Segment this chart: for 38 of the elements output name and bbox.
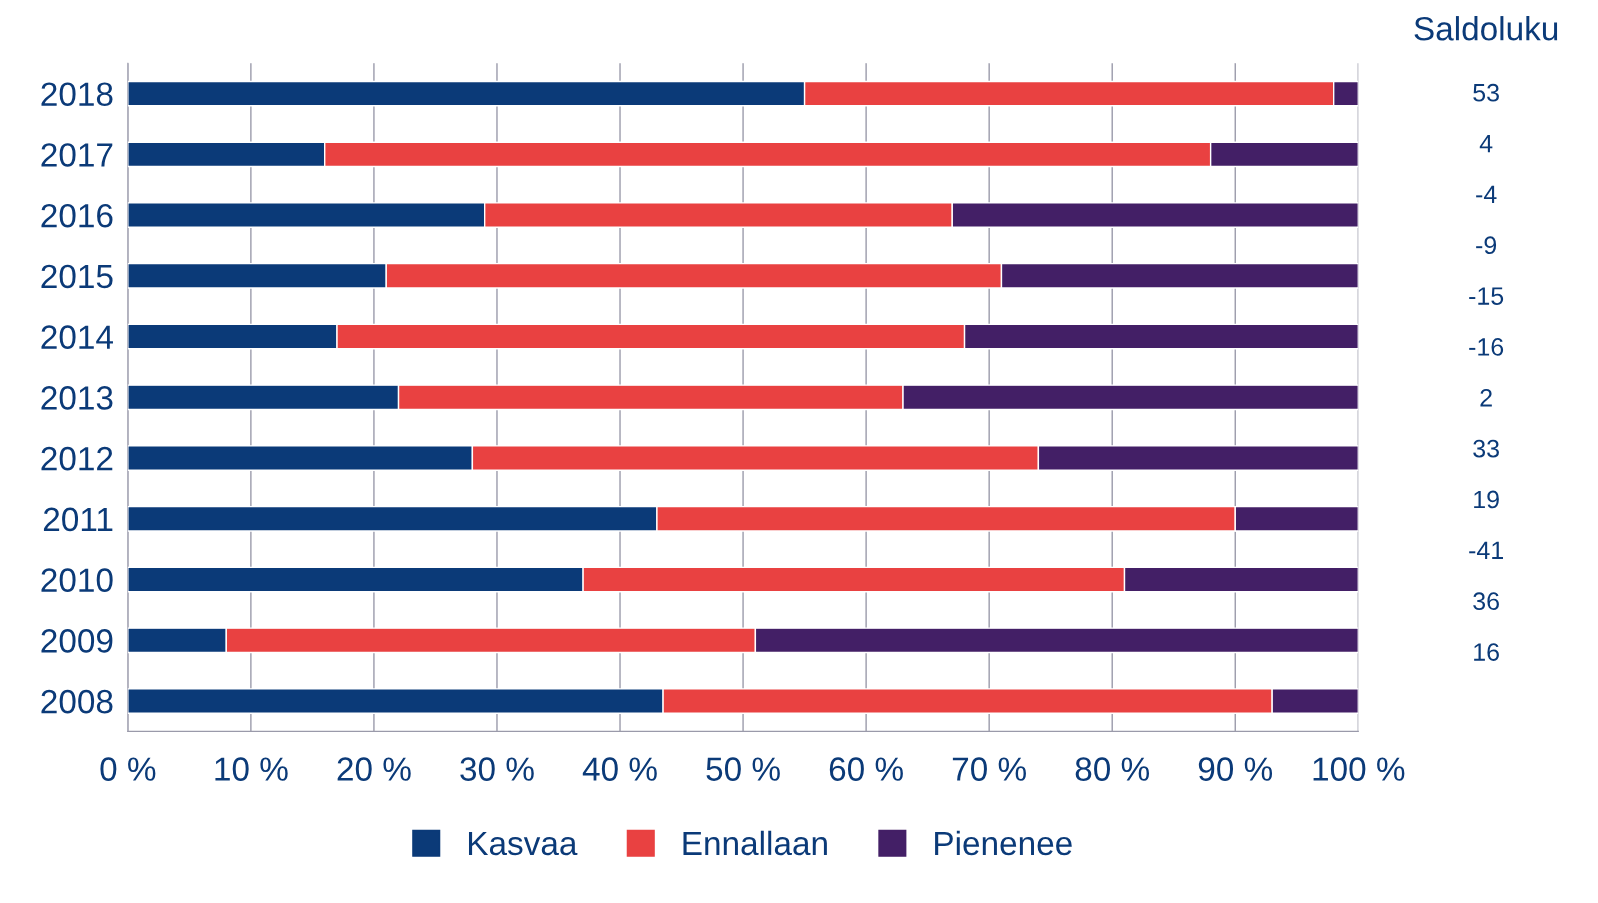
text: -16 xyxy=(1469,338,1504,356)
x-tick-label: 80 % xyxy=(1075,757,1150,781)
x-tick-label: 60 % xyxy=(829,757,903,781)
y-tick-label: 2018 xyxy=(41,82,113,106)
y-tick-label: 2015 xyxy=(41,264,113,289)
text: 4 xyxy=(1479,134,1493,153)
x-tick-label: 70 % xyxy=(952,757,1026,781)
x-tick-label: 20 % xyxy=(337,757,411,781)
text: 33 xyxy=(1473,439,1499,458)
text: -15 xyxy=(1469,287,1504,305)
y-tick-label: 2008 xyxy=(41,689,113,714)
x-tick-label: 90 % xyxy=(1198,757,1273,781)
y-tick-label: 2011 xyxy=(43,507,113,532)
legend-label: Ennallaan xyxy=(683,830,827,856)
y-tick-label: 2014 xyxy=(41,325,113,349)
text: -41 xyxy=(1469,541,1503,559)
y-tick-label: 2017 xyxy=(41,143,113,167)
text: -4 xyxy=(1476,185,1497,203)
y-tick-label: 2012 xyxy=(41,446,113,471)
text: Saldoluku xyxy=(1414,16,1558,41)
x-tick-label: 100 % xyxy=(1313,757,1405,781)
text: 36 xyxy=(1473,592,1499,611)
y-tick-label: 2009 xyxy=(41,629,113,653)
x-tick-label: 0 % xyxy=(100,757,156,781)
text: 19 xyxy=(1474,490,1499,509)
text: 2 xyxy=(1480,388,1492,407)
x-tick-label: 10 % xyxy=(215,757,288,781)
text: 53 xyxy=(1473,83,1499,102)
x-tick-label: 50 % xyxy=(706,757,780,781)
x-tick-label: 30 % xyxy=(460,757,534,781)
y-tick-label: 2010 xyxy=(41,568,113,592)
legend-label: Pienenee xyxy=(935,830,1072,856)
legend-label: Kasvaa xyxy=(468,831,578,856)
x-tick-label: 40 % xyxy=(582,757,657,781)
text: -9 xyxy=(1476,236,1497,255)
y-tick-label: 2016 xyxy=(41,203,113,228)
text: 16 xyxy=(1474,643,1499,661)
y-tick-label: 2013 xyxy=(41,386,113,410)
